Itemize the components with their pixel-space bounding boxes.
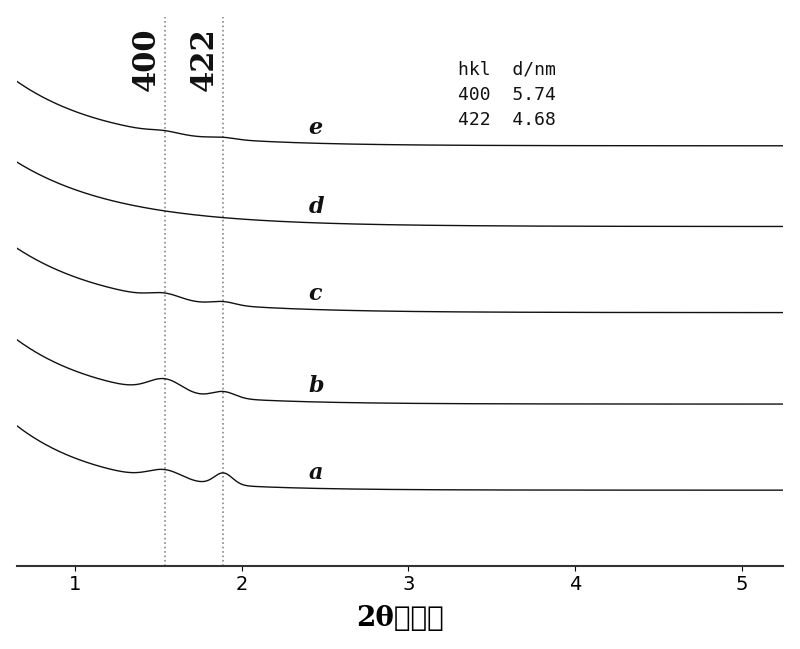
Text: c: c (308, 283, 322, 305)
Text: 422: 422 (189, 28, 220, 92)
Text: e: e (308, 117, 322, 139)
X-axis label: 2θ（度）: 2θ（度） (356, 606, 444, 632)
Text: d: d (308, 196, 324, 218)
Text: hkl  d/nm
400  5.74
422  4.68: hkl d/nm 400 5.74 422 4.68 (458, 60, 556, 129)
Text: a: a (308, 462, 322, 484)
Text: 400: 400 (130, 28, 162, 91)
Text: b: b (308, 376, 324, 397)
